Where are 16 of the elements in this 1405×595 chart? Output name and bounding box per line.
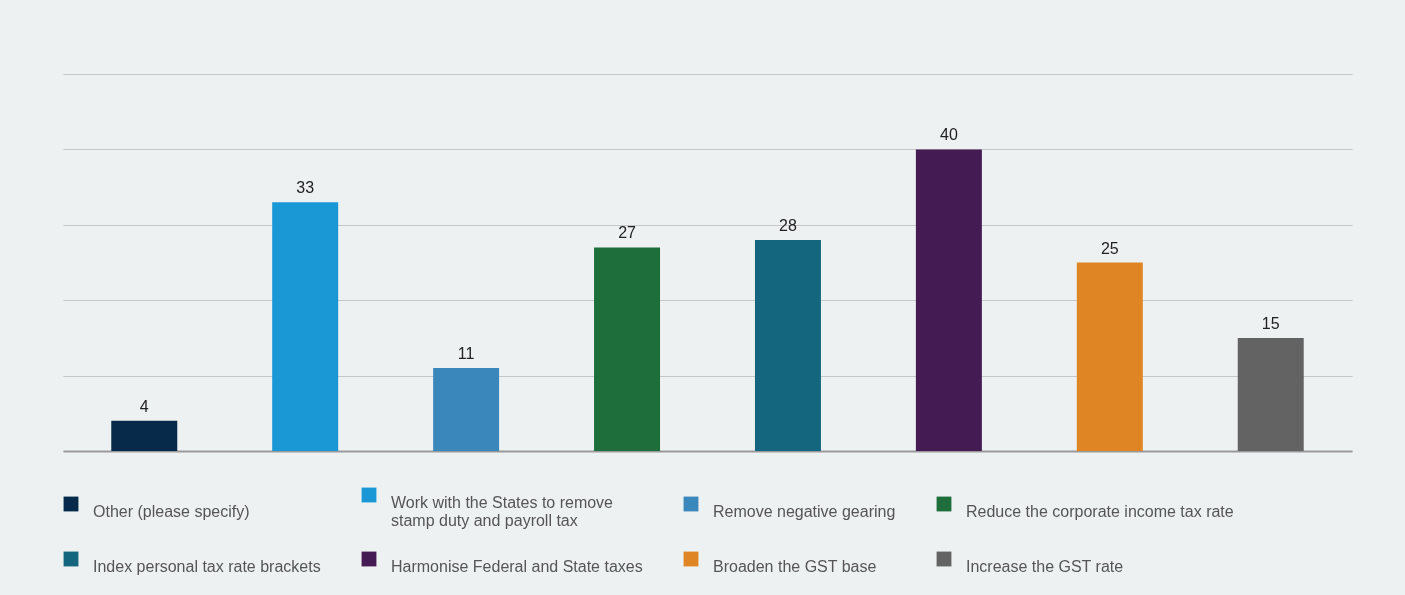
data-label: 25 bbox=[1100, 239, 1119, 257]
data-label: 28 bbox=[779, 216, 797, 234]
data-label: 33 bbox=[296, 179, 315, 197]
data-label: 27 bbox=[618, 224, 637, 242]
data-label: 4 bbox=[139, 397, 149, 415]
legend-label: Index personal tax rate brackets bbox=[93, 558, 321, 575]
legend-label: Harmonise Federal and State taxes bbox=[391, 558, 643, 575]
data-label: 15 bbox=[1261, 314, 1280, 332]
data-label: 40 bbox=[939, 126, 958, 144]
legend-label: Reduce the corporate income tax rate bbox=[966, 503, 1234, 520]
legend-label: Increase the GST rate bbox=[966, 558, 1124, 575]
legend-label: Broaden the GST base bbox=[713, 558, 877, 575]
data-label: 11 bbox=[457, 345, 475, 363]
legend-label: Work with the States to remove stamp duty and payroll tax bbox=[391, 494, 614, 529]
legend-label: Remove negative gearing bbox=[713, 503, 896, 520]
legend-label: Other (please specify) bbox=[93, 503, 250, 520]
